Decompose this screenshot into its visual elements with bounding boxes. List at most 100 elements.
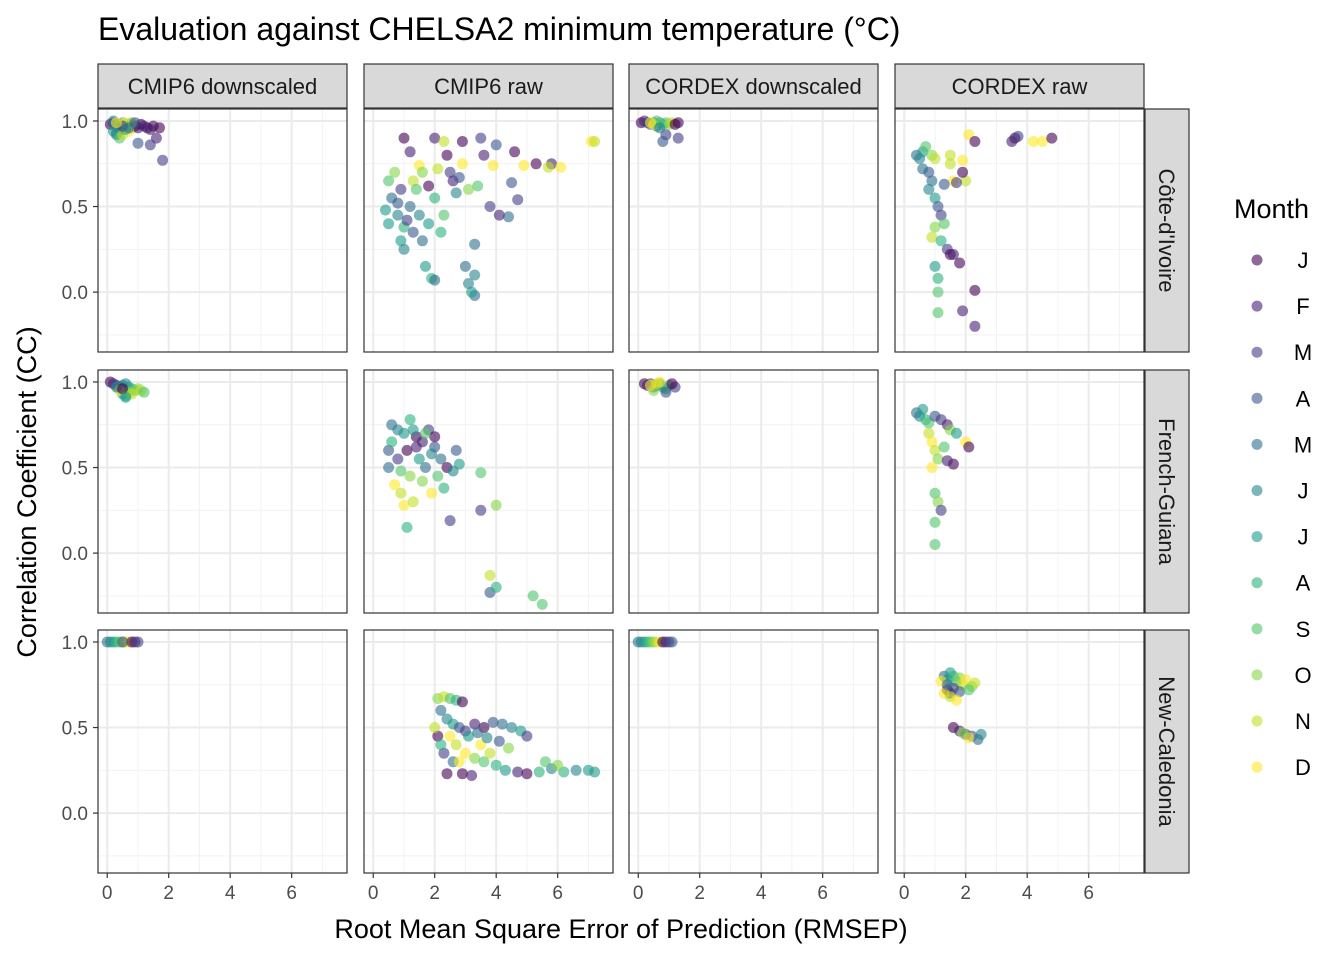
data-point (503, 211, 514, 223)
data-point (506, 722, 518, 733)
data-point (420, 462, 431, 473)
data-point (521, 768, 533, 780)
data-point (413, 209, 425, 221)
data-point (929, 260, 941, 272)
data-point (481, 732, 493, 744)
data-point (423, 218, 435, 230)
facet-strip-row (1144, 108, 1190, 353)
data-point (435, 453, 447, 465)
y-tick-label: 0.5 (62, 459, 88, 480)
data-point (456, 768, 468, 780)
axis-ticks: 0.0 0.5 1.0 0.0 0.5 1.0 0.0 0.5 1.0 0 2 4 6 0 2 4 6 0 2 4 6 0… (62, 112, 1094, 904)
data-point (398, 132, 410, 144)
data-point (438, 747, 450, 759)
data-point (654, 376, 666, 388)
facet-label-column: CMIP6 downscaled (128, 74, 318, 99)
panel-frame (628, 369, 879, 614)
data-point (947, 249, 959, 260)
panel-frame (97, 629, 348, 874)
data-point (917, 403, 929, 415)
data-point (429, 132, 441, 144)
chart-title: Evaluation against CHELSA2 minimum tempe… (98, 11, 900, 47)
panel-frame (97, 108, 348, 353)
data-point (404, 146, 416, 158)
data-point (935, 235, 947, 247)
data-point (499, 764, 511, 776)
panel-frames (97, 108, 1145, 874)
data-point (975, 728, 987, 740)
panel-frame (363, 108, 614, 353)
legend-key (1251, 577, 1263, 589)
data-point (938, 178, 950, 190)
y-tick-label: 0.0 (62, 283, 88, 304)
data-point (450, 444, 462, 456)
data-point (929, 192, 941, 204)
facet-label-row: Côte-d'Ivoire (1154, 168, 1179, 292)
x-tick-label: 6 (1083, 883, 1094, 904)
data-point (509, 146, 521, 158)
y-tick-label: 0.5 (62, 198, 88, 219)
x-tick-label: 0 (633, 883, 644, 904)
data-point (533, 766, 545, 778)
panel-frame (363, 629, 614, 874)
data-point (969, 136, 981, 147)
data-point (157, 154, 169, 166)
panel-frame (628, 629, 879, 874)
legend-key (1251, 761, 1263, 773)
facet-strip-column (363, 63, 614, 109)
data-point (926, 436, 938, 448)
legend-label: N (1295, 709, 1311, 734)
data-point (383, 175, 395, 187)
x-tick-label: 4 (491, 883, 502, 904)
data-point (1012, 130, 1024, 142)
data-point (456, 696, 468, 708)
data-point (444, 515, 456, 527)
data-point (957, 727, 969, 739)
data-point (503, 742, 514, 754)
data-point (518, 160, 530, 171)
data-point (954, 686, 966, 698)
data-point (493, 735, 505, 747)
data-point (1046, 132, 1058, 144)
data-point (456, 158, 468, 170)
data-point (490, 139, 502, 151)
data-point (469, 269, 481, 281)
data-point (459, 260, 471, 272)
data-points (101, 115, 1058, 781)
x-axis-title: Root Mean Square Error of Prediction (RM… (334, 914, 907, 944)
data-point (542, 161, 554, 173)
data-point (401, 444, 413, 456)
data-point (432, 470, 444, 482)
data-point (383, 444, 395, 456)
data-point (398, 427, 410, 439)
data-point (552, 759, 564, 771)
data-point (941, 679, 953, 691)
panel-frame (363, 369, 614, 614)
data-point (957, 305, 969, 317)
data-point (929, 153, 941, 165)
data-point (407, 424, 419, 436)
data-point (117, 383, 129, 395)
data-point (923, 427, 935, 439)
legend-label: M (1294, 432, 1312, 457)
data-point (926, 462, 938, 473)
data-point (459, 747, 471, 759)
facet-label-row: New-Caledonia (1154, 676, 1179, 827)
legend-key (1251, 392, 1263, 404)
data-point (496, 718, 508, 730)
legend-label: A (1296, 386, 1311, 411)
data-point (487, 160, 499, 171)
legend-key (1251, 531, 1263, 543)
data-point (960, 175, 972, 187)
legend-key (1251, 715, 1263, 727)
data-point (472, 727, 484, 739)
data-point (392, 453, 404, 465)
data-point (917, 163, 929, 175)
data-point (410, 183, 422, 195)
data-point (426, 448, 438, 460)
data-point (438, 209, 450, 221)
data-point (456, 136, 468, 147)
data-point (429, 431, 441, 443)
data-point (407, 496, 419, 508)
